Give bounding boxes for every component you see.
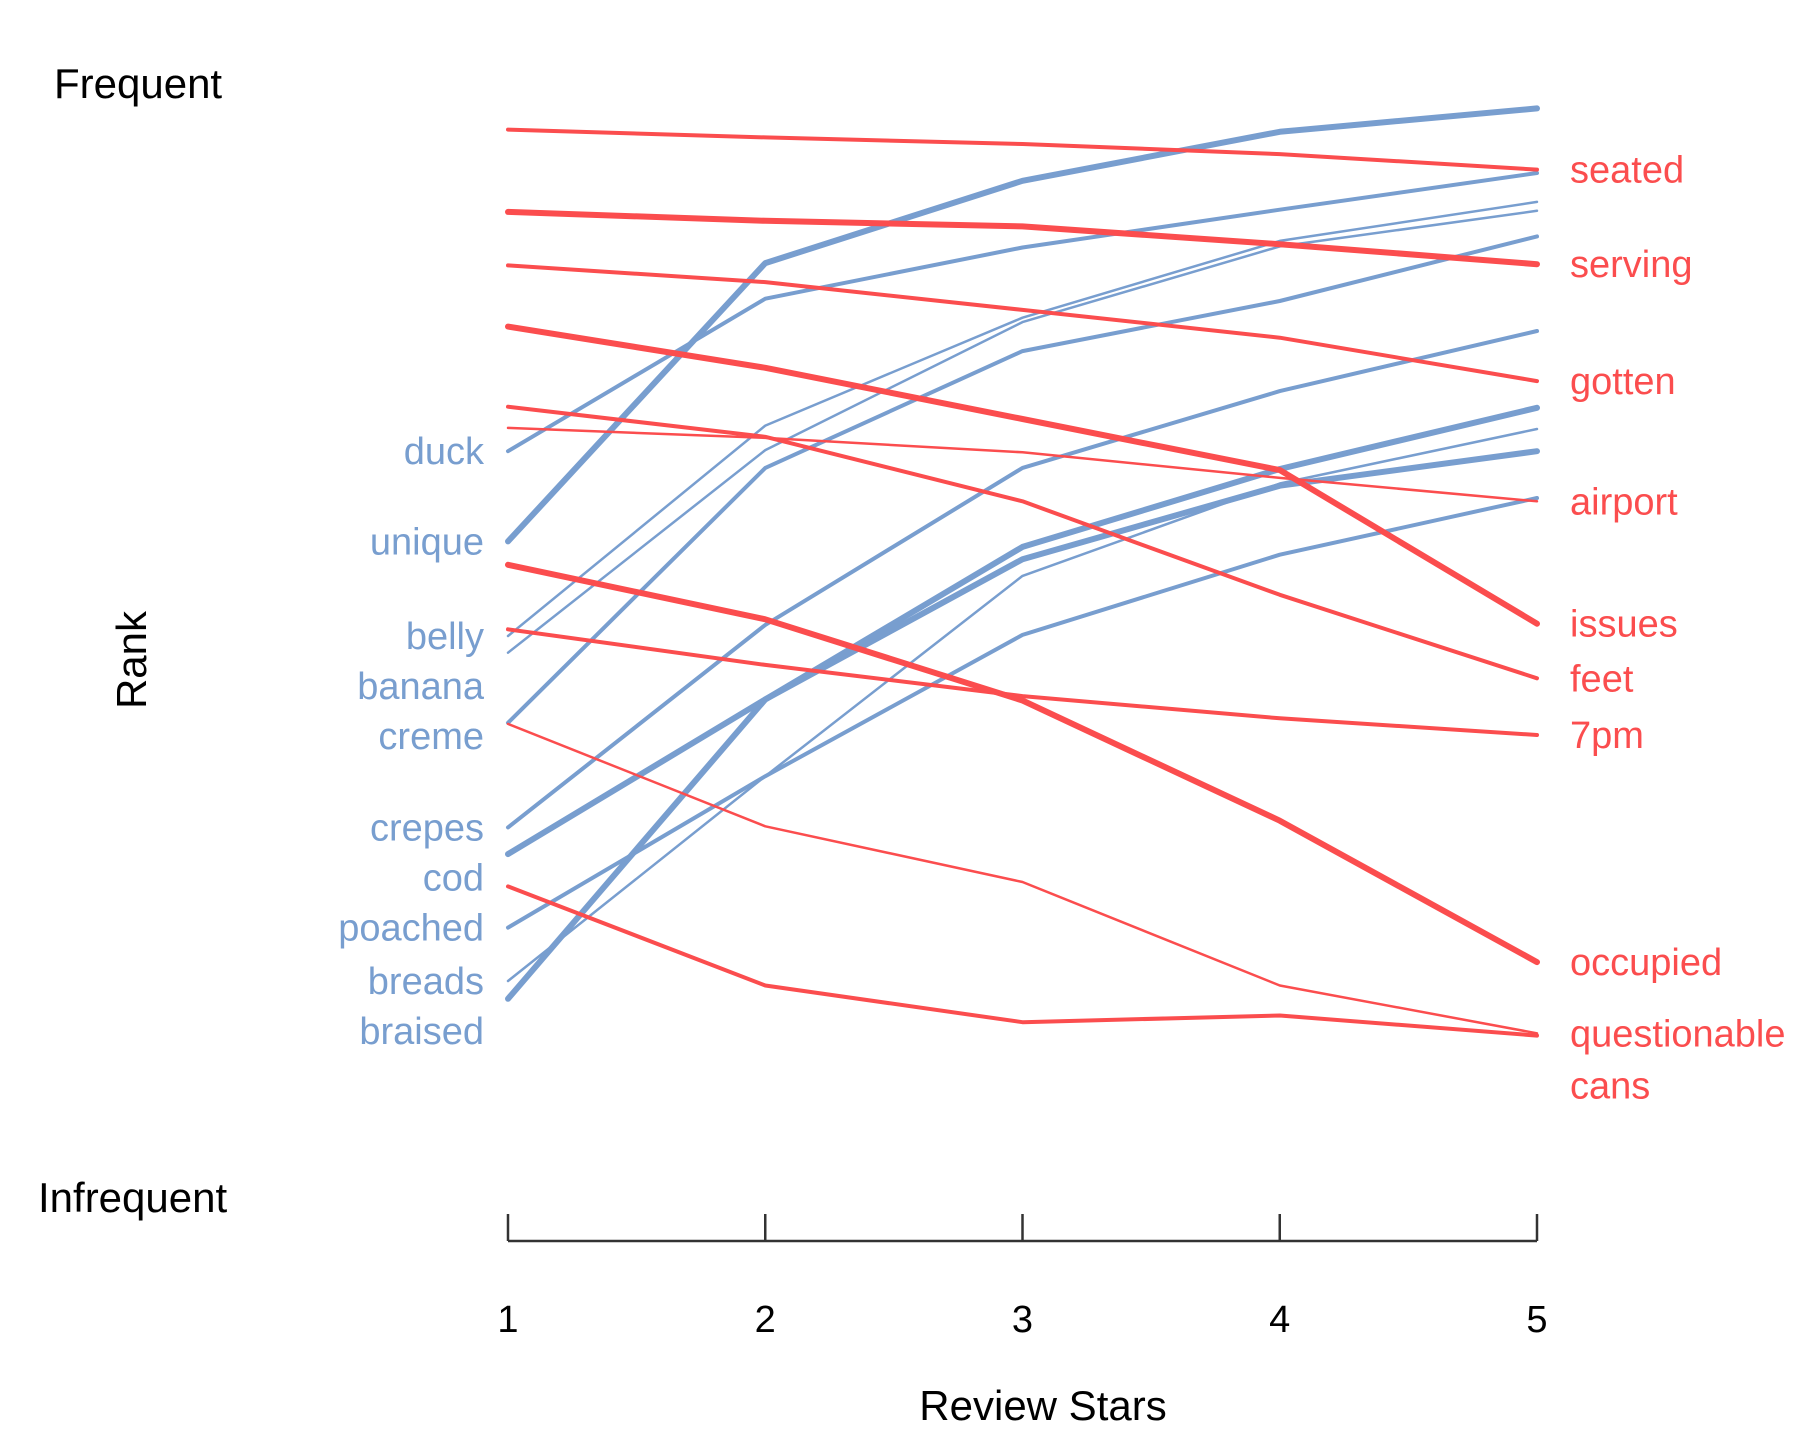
series-label-7pm: 7pm (1570, 715, 1644, 757)
series-label-seated: seated (1570, 150, 1684, 192)
x-tick-label-1: 1 (497, 1299, 518, 1341)
series-label-crepes: crepes (370, 807, 484, 849)
series-label-poached: poached (338, 908, 484, 950)
x-axis-label: Review Stars (919, 1382, 1166, 1429)
series-line-gotten (506, 263, 1539, 384)
series-labels: duck unique belly banana creme crepes cod poach… (338, 150, 1785, 1108)
series-line-crepes (506, 329, 1539, 830)
series-label-questionable: questionable (1570, 1013, 1786, 1055)
y-axis-label: Rank (108, 610, 155, 709)
series-label-duck: duck (404, 431, 485, 473)
series-line-cans (506, 884, 1539, 1038)
series-line-creme (506, 234, 1539, 725)
series-line-cod (505, 404, 1540, 858)
series-line-unique (505, 105, 1540, 545)
series-line-questionable (506, 722, 1539, 1035)
series-line-braised (505, 448, 1540, 1002)
series-label-issues: issues (1570, 604, 1678, 646)
series-label-cans: cans (1570, 1065, 1650, 1107)
series-line-seated (506, 127, 1539, 172)
series-line-duck (506, 171, 1539, 454)
series-line-occupied (505, 561, 1540, 966)
series-label-banana: banana (357, 666, 485, 708)
series-label-airport: airport (1570, 481, 1678, 523)
x-tick-label-5: 5 (1526, 1299, 1547, 1341)
series-label-gotten: gotten (1570, 361, 1676, 403)
x-tick-label-4: 4 (1269, 1299, 1290, 1341)
series-label-belly: belly (406, 616, 484, 658)
x-tick-label-3: 3 (1012, 1299, 1033, 1341)
x-axis: 1 2 3 4 5 (497, 1214, 1548, 1341)
series-line-banana (506, 209, 1539, 654)
series-label-serving: serving (1570, 244, 1693, 286)
y-bottom-label: Infrequent (38, 1174, 227, 1221)
series-line-serving (505, 208, 1540, 268)
series-line-breads (506, 427, 1539, 983)
series-label-occupied: occupied (1570, 942, 1722, 984)
series-label-feet: feet (1570, 658, 1634, 700)
series-line-belly (506, 200, 1539, 638)
x-tick-label-2: 2 (755, 1299, 776, 1341)
series-lines (505, 105, 1540, 1038)
series-label-cod: cod (423, 857, 484, 899)
series-line-issues (505, 323, 1540, 627)
series-line-feet (506, 404, 1539, 681)
series-line-airport (506, 426, 1539, 503)
series-line-7pm (506, 627, 1539, 737)
series-label-creme: creme (378, 716, 484, 758)
series-label-breads: breads (368, 961, 484, 1003)
y-top-label: Frequent (54, 60, 222, 107)
series-label-unique: unique (370, 521, 484, 563)
series-label-braised: braised (359, 1011, 484, 1053)
series-line-poached (506, 496, 1539, 930)
